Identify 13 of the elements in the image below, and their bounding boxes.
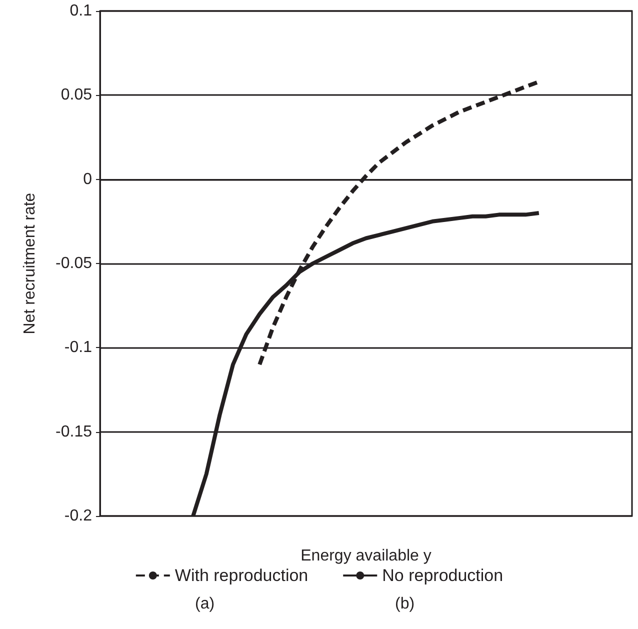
legend-label: No reproduction — [382, 566, 504, 585]
y-tick-label: 0 — [83, 170, 92, 188]
text: (b) — [395, 596, 415, 612]
y-tick-label: 0.05 — [60, 86, 92, 104]
y-tick-label: -0.15 — [56, 423, 92, 440]
y-tick-label: -0.05 — [56, 255, 92, 272]
y-tick-label: -0.1 — [64, 339, 92, 356]
y-tick-label: 0.1 — [70, 2, 92, 20]
legend-label: With reproduction — [174, 566, 308, 585]
x-axis-title: Energy available y — [300, 548, 432, 564]
text: (a) — [195, 596, 215, 612]
y-tick-label: -0.2 — [64, 508, 92, 524]
y-axis-title: Net recruitment rate — [22, 192, 38, 334]
